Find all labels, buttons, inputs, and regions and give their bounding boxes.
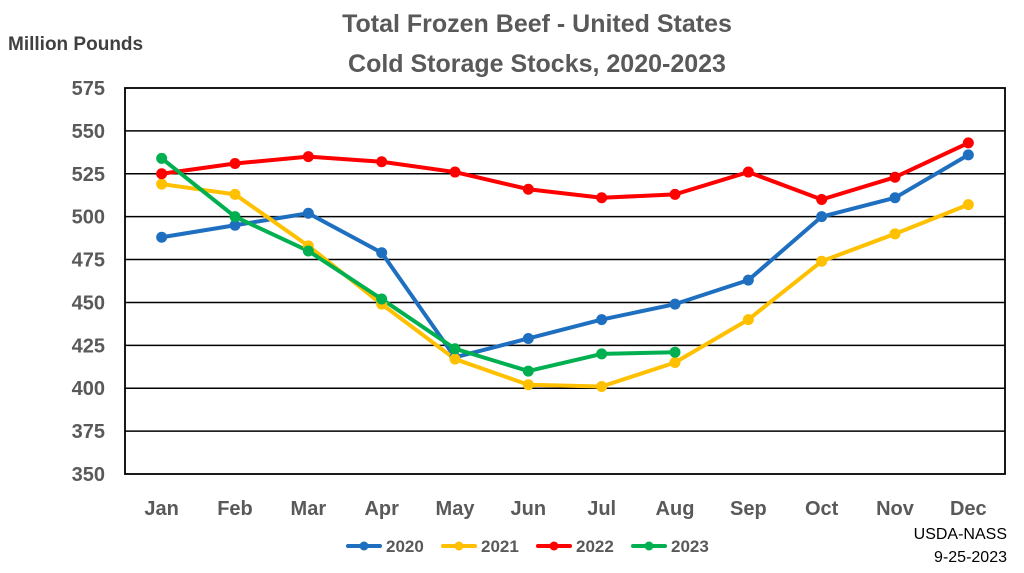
data-point-2021-aug [669,356,681,368]
data-point-2021-jan [156,178,168,190]
data-point-2021-sep [742,314,754,326]
data-point-2021-nov [889,228,901,240]
x-tick-label: Jun [511,498,547,520]
y-tick-labels: 350 375 400 425 450 475 500 525 550 575 [72,78,105,486]
data-point-2022-may [449,166,461,178]
data-point-2020-jun [522,332,534,344]
legend-label-2021: 2021 [481,537,519,556]
data-point-2020-dec [962,149,974,161]
data-point-2022-dec [962,137,974,149]
x-tick-label: Sep [730,498,767,520]
y-tick-label: 350 [72,464,105,486]
data-point-2022-sep [742,166,754,178]
data-point-2022-aug [669,188,681,200]
legend-marker-2020 [359,541,369,551]
data-point-2023-may [449,343,461,355]
legend-marker-2021 [454,541,464,551]
legend-label-2020: 2020 [386,537,424,556]
data-point-2021-jul [596,381,608,393]
data-point-2020-aug [669,298,681,310]
chart-title-line-2: Cold Storage Stocks, 2020-2023 [348,50,726,78]
legend-marker-2023 [644,541,654,551]
data-point-2022-feb [229,157,241,169]
x-tick-label: Aug [656,498,695,520]
x-tick-label: Apr [364,498,399,520]
legend-item-2021: 2021 [441,537,519,556]
data-point-2023-jan [156,152,168,164]
x-tick-label: Dec [950,498,987,520]
y-tick-label: 575 [72,78,105,100]
data-point-2021-may [449,353,461,365]
source-note: USDA-NASS 9-25-2023 [914,526,1007,566]
data-point-2022-oct [816,194,828,206]
source-note-line-2: 9-25-2023 [934,549,1007,566]
data-point-2022-jul [596,192,608,204]
series-line-2022 [159,140,971,202]
x-tick-label: Jan [144,498,178,520]
y-tick-label: 475 [72,250,105,272]
legend: 2020 2021 2022 2023 [346,537,709,556]
data-point-2023-aug [669,346,681,358]
y-tick-label: 525 [72,164,105,186]
x-tick-label: May [436,498,476,520]
y-tick-label: 425 [72,335,105,357]
data-point-2023-feb [229,211,241,223]
x-tick-labels: Jan Feb Mar Apr May Jun Jul Aug Sep Oct Nov Dec [144,498,986,520]
data-point-2023-mar [302,245,314,257]
x-tick-label: Mar [291,498,327,520]
legend-item-2022: 2022 [536,537,614,556]
plot-area [124,87,1006,475]
legend-label-2023: 2023 [671,537,709,556]
y-tick-label: 375 [72,421,105,443]
series-line-2021 [159,182,971,389]
series-points [156,137,974,393]
data-point-2020-sep [742,274,754,286]
legend-label-2022: 2022 [576,537,614,556]
legend-item-2023: 2023 [631,537,709,556]
data-point-2021-dec [962,199,974,211]
data-point-2020-mar [302,207,314,219]
data-point-2021-feb [229,188,241,200]
x-tick-label: Jul [587,498,616,520]
data-point-2022-jun [522,183,534,195]
data-point-2020-apr [376,247,388,259]
series-lines [159,140,971,389]
legend-marker-2022 [549,541,559,551]
data-point-2023-apr [376,293,388,305]
data-point-2021-oct [816,255,828,267]
data-point-2020-oct [816,211,828,223]
series-line-2023 [159,156,677,374]
data-point-2020-jan [156,231,168,243]
legend-item-2020: 2020 [346,537,424,556]
x-tick-label: Feb [217,498,253,520]
grid-lines [125,130,1005,432]
y-tick-label: 500 [72,207,105,229]
data-point-2021-jun [522,379,534,391]
series-line-2020 [159,152,971,360]
y-axis-label: Million Pounds [8,34,143,55]
data-point-2022-jan [156,168,168,180]
data-point-2020-jul [596,314,608,326]
data-point-2020-nov [889,192,901,204]
data-point-2023-jul [596,348,608,360]
y-tick-label: 450 [72,292,105,314]
chart-title-line-1: Total Frozen Beef - United States [342,10,732,38]
x-tick-label: Nov [876,498,915,520]
data-point-2022-apr [376,156,388,168]
data-point-2022-nov [889,171,901,183]
y-tick-label: 400 [72,378,105,400]
y-tick-label: 550 [72,121,105,143]
source-note-line-1: USDA-NASS [914,526,1007,543]
chart-title: Total Frozen Beef - United States Cold S… [342,10,732,78]
data-point-2022-mar [302,151,314,163]
data-point-2023-jun [522,365,534,377]
x-tick-label: Oct [805,498,839,520]
